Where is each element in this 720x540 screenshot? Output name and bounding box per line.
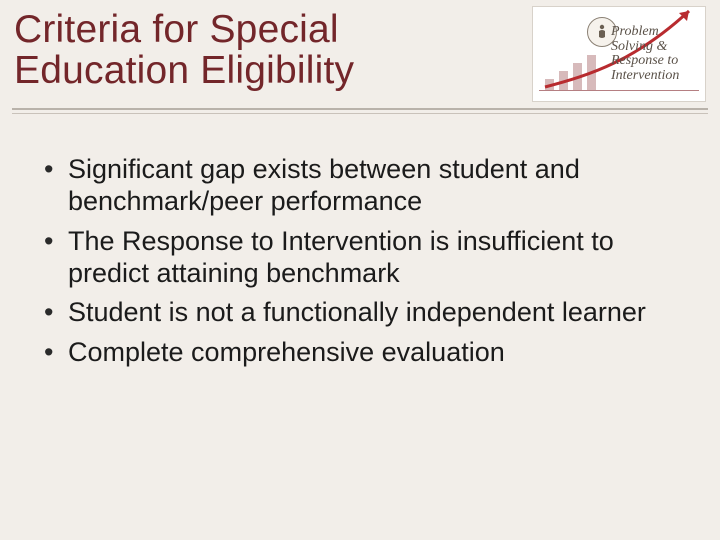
list-item: Student is not a functionally independen… bbox=[44, 297, 680, 329]
title-line-1: Criteria for Special bbox=[14, 8, 339, 51]
logo-baseline bbox=[539, 90, 699, 91]
logo-thinker-icon bbox=[593, 23, 611, 41]
slide-header: Criteria for Special Education Eligibili… bbox=[0, 0, 720, 118]
logo-bar-icon bbox=[559, 71, 568, 91]
bullet-text: Student is not a functionally independen… bbox=[68, 297, 646, 327]
bullet-text: Significant gap exists between student a… bbox=[68, 154, 580, 216]
logo-text: Problem Solving & Response to Interventi… bbox=[611, 25, 699, 84]
list-item: Significant gap exists between student a… bbox=[44, 154, 680, 218]
bullet-text: Complete comprehensive evaluation bbox=[68, 337, 505, 367]
header-divider bbox=[12, 108, 708, 114]
logo: Problem Solving & Response to Interventi… bbox=[532, 6, 706, 102]
logo-text-line-1: Problem Solving & bbox=[611, 25, 699, 54]
bullet-list: Significant gap exists between student a… bbox=[44, 154, 680, 369]
slide-body: Significant gap exists between student a… bbox=[0, 118, 720, 369]
logo-text-line-2: Response to Intervention bbox=[611, 54, 699, 83]
list-item: The Response to Intervention is insuffic… bbox=[44, 226, 680, 290]
logo-bar-icon bbox=[573, 63, 582, 91]
logo-graphic: Problem Solving & Response to Interventi… bbox=[533, 7, 705, 101]
title-line-2: Education Eligibility bbox=[14, 49, 354, 92]
logo-bar-icon bbox=[587, 55, 596, 91]
bullet-text: The Response to Intervention is insuffic… bbox=[68, 226, 614, 288]
list-item: Complete comprehensive evaluation bbox=[44, 337, 680, 369]
